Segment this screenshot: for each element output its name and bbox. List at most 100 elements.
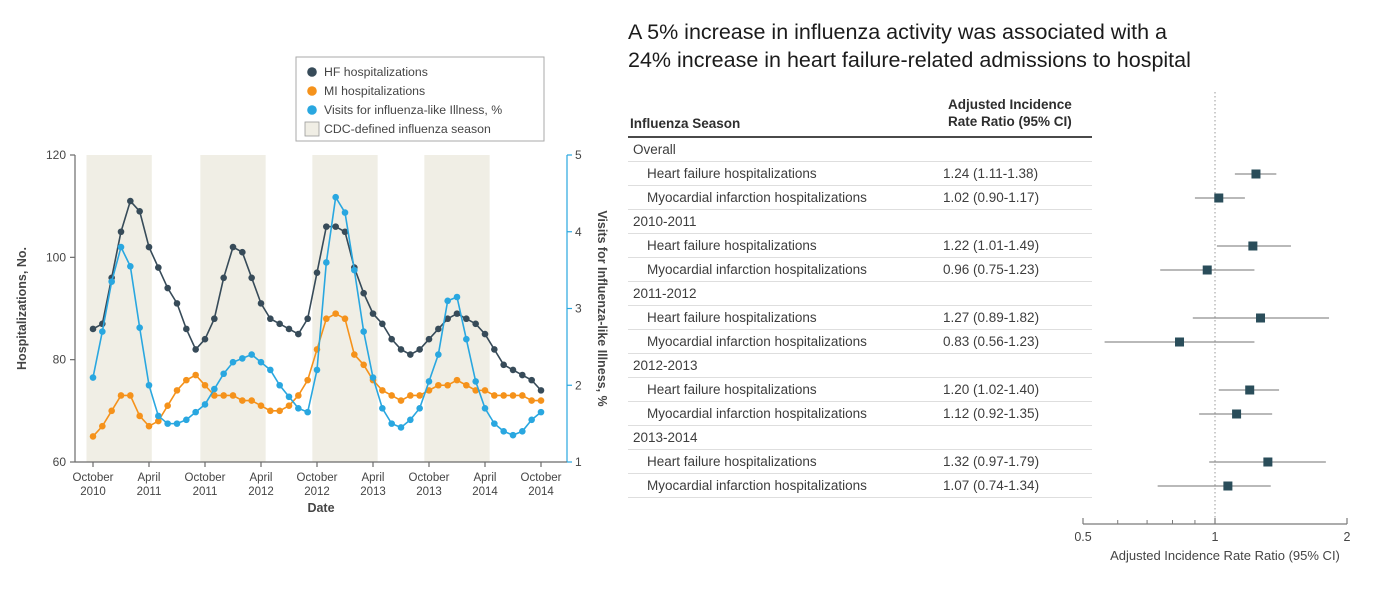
group-label: 2011-2012 [633, 286, 697, 301]
group-label: 2012-2013 [633, 358, 698, 373]
x-axis-title: Date [307, 501, 334, 515]
table-row: Myocardial infarction hospitalizations 1.… [628, 474, 1092, 498]
forest-row-marker [1218, 385, 1280, 395]
forest-row-marker [1194, 193, 1245, 203]
svg-text:0.5: 0.5 [1075, 530, 1092, 544]
forest-x-axis: 0.5 1 2 Adjusted Incidence Rate Ratio (95% … [1075, 518, 1351, 563]
y-axis-left: 60 80 100 120 Hospitalizations, No. [15, 148, 76, 469]
legend-label: Visits for influenza-like Illness, % [324, 103, 502, 117]
table-row: Myocardial infarction hospitalizations 1.… [628, 402, 1092, 426]
hf-dot-icon [307, 67, 317, 77]
group-label: 2013-2014 [633, 430, 698, 445]
irr-forest-plot: 0.5 1 2 Adjusted Incidence Rate Ratio (95% … [1075, 92, 1351, 563]
svg-text:3: 3 [575, 302, 582, 316]
header-adjusted-irr: Adjusted Incidence Rate Ratio (95% CI) [948, 97, 1072, 130]
row-label: Myocardial infarction hospitalizations [647, 190, 867, 205]
row-label: Heart failure hospitalizations [647, 166, 817, 181]
influenza-hospitalizations-line-chart: 60 80 100 120 Hospitalizations, No. 1 2 3 4 5 Visi… [15, 56, 609, 515]
forest-row-marker [1216, 241, 1291, 251]
svg-text:4: 4 [575, 225, 582, 239]
table-row: Heart failure hospitalizations 1.27 (0.89… [628, 306, 1092, 330]
row-value: 1.02 (0.90-1.17) [943, 190, 1040, 205]
svg-text:1: 1 [1212, 530, 1219, 544]
row-label: Myocardial infarction hospitalizations [647, 262, 867, 277]
row-label: Myocardial infarction hospitalizations [647, 406, 867, 421]
header-influenza-season: Influenza Season [630, 116, 741, 131]
svg-text:2: 2 [1344, 530, 1351, 544]
table-group-row: 2011-2012 [628, 282, 1092, 306]
group-label: 2010-2011 [633, 214, 697, 229]
season-swatch-icon [304, 121, 320, 137]
forest-row-marker [1160, 265, 1255, 275]
influenza-season-bands [86, 155, 490, 462]
row-value: 1.22 (1.01-1.49) [943, 238, 1040, 253]
svg-text:2: 2 [575, 378, 582, 392]
svg-text:5: 5 [575, 148, 582, 162]
ili-series [89, 193, 545, 439]
irr-table-header: Influenza Season Adjusted Incidence Rate… [628, 86, 1092, 138]
row-value: 1.24 (1.11-1.38) [943, 166, 1039, 181]
row-value: 1.27 (0.89-1.82) [943, 310, 1040, 325]
forest-row-marker [1157, 481, 1271, 491]
row-value: 1.20 (1.02-1.40) [943, 382, 1040, 397]
figure-headline: A 5% increase in influenza activity was … [628, 18, 1378, 74]
svg-text:100: 100 [46, 250, 66, 264]
table-row: Heart failure hospitalizations 1.20 (1.02… [628, 378, 1092, 402]
y-axis-right: 1 2 3 4 5 Visits for Influenza-like Illness, … [566, 148, 609, 469]
row-value: 1.07 (0.74-1.34) [943, 478, 1040, 493]
forest-axis-title: Adjusted Incidence Rate Ratio (95% CI) [1110, 548, 1340, 563]
y-axis-right-title: Visits for Influenza-like Illness, % [595, 210, 609, 406]
mi-series [89, 310, 545, 440]
row-value: 1.32 (0.97-1.79) [943, 454, 1040, 469]
row-value: 0.96 (0.75-1.23) [943, 262, 1040, 277]
row-label: Heart failure hospitalizations [647, 454, 817, 469]
table-group-row: 2010-2011 [628, 210, 1092, 234]
headline-line-1: A 5% increase in influenza activity was … [628, 20, 1167, 44]
row-label: Heart failure hospitalizations [647, 310, 817, 325]
x-axis: October 2010 April 2011 October 2011 April 2012… [73, 461, 567, 515]
table-group-row: Overall [628, 138, 1092, 162]
irr-table-body: Overall Heart failure hospitalizations 1.2… [628, 138, 1092, 498]
row-label: Myocardial infarction hospitalizations [647, 478, 867, 493]
row-label: Heart failure hospitalizations [647, 238, 817, 253]
forest-row-marker [1199, 409, 1273, 419]
table-row: Heart failure hospitalizations 1.32 (0.97… [628, 450, 1092, 474]
legend-label: MI hospitalizations [324, 84, 425, 98]
headline-line-2: 24% increase in heart failure-related ad… [628, 48, 1191, 72]
legend-label: CDC-defined influenza season [324, 122, 491, 136]
forest-row-marker [1234, 169, 1277, 179]
ili-dot-icon [307, 105, 317, 115]
forest-row-marker [1209, 457, 1326, 467]
table-group-row: 2012-2013 [628, 354, 1092, 378]
table-group-row: 2013-2014 [628, 426, 1092, 450]
row-value: 0.83 (0.56-1.23) [943, 334, 1040, 349]
svg-text:1: 1 [575, 455, 582, 469]
svg-text:80: 80 [53, 353, 67, 367]
svg-text:60: 60 [53, 455, 67, 469]
table-row: Myocardial infarction hospitalizations 0.… [628, 330, 1092, 354]
table-row: Myocardial infarction hospitalizations 1.… [628, 186, 1092, 210]
table-row: Heart failure hospitalizations 1.24 (1.11… [628, 162, 1092, 186]
svg-text:120: 120 [46, 148, 66, 162]
forest-row-marker [1192, 313, 1330, 323]
row-value: 1.12 (0.92-1.35) [943, 406, 1040, 421]
forest-row-marker [1104, 337, 1255, 347]
table-row: Heart failure hospitalizations 1.22 (1.01… [628, 234, 1092, 258]
row-label: Myocardial infarction hospitalizations [647, 334, 867, 349]
table-row: Myocardial infarction hospitalizations 0.… [628, 258, 1092, 282]
legend-label: HF hospitalizations [324, 65, 428, 79]
irr-table: Influenza Season Adjusted Incidence Rate… [628, 86, 1092, 498]
row-label: Heart failure hospitalizations [647, 382, 817, 397]
y-axis-left-title: Hospitalizations, No. [15, 247, 29, 370]
group-label: Overall [633, 142, 676, 157]
mi-dot-icon [307, 86, 317, 96]
